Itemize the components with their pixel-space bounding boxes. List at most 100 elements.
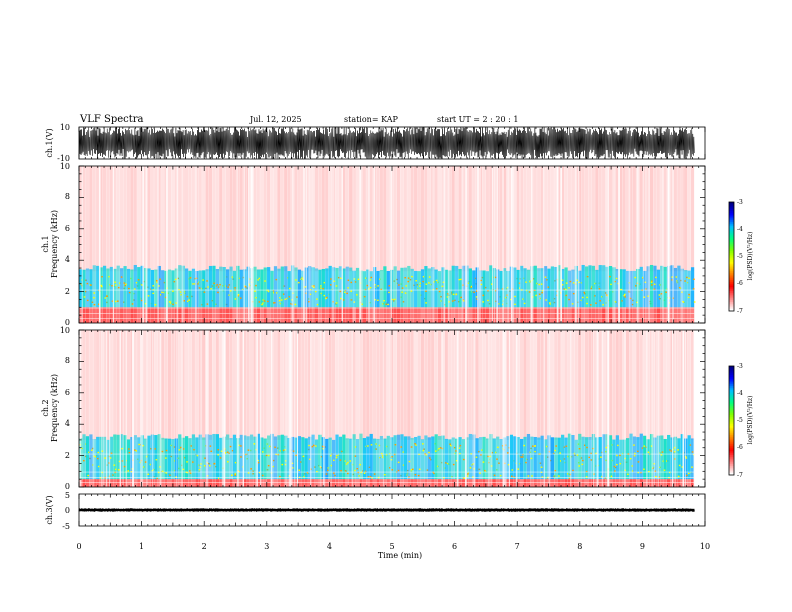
spec-column-low <box>267 307 271 323</box>
spec-column-upper <box>520 330 524 440</box>
spec-peak-speckle <box>651 284 653 286</box>
spec-column-upper <box>376 330 380 440</box>
spec-peak-speckle <box>97 465 100 468</box>
spec-column-upper <box>543 166 548 272</box>
spec-peak-speckle <box>484 469 486 472</box>
spec-peak-speckle <box>117 469 120 471</box>
xtick-label-6: 6 <box>452 542 457 551</box>
spec-column-band <box>362 271 366 308</box>
spec-column-low <box>133 479 137 487</box>
spec-peak-speckle <box>624 457 627 460</box>
spec-column-upper <box>649 330 653 440</box>
spec-streak-gap <box>432 166 434 323</box>
spec-column-low <box>232 307 237 323</box>
spec-peak-speckle <box>100 284 103 287</box>
spec-column-upper <box>195 166 199 272</box>
spec-peak-speckle <box>156 281 158 283</box>
spec-column-band <box>106 268 110 308</box>
spec-peak-speckle <box>417 474 420 477</box>
spec-column-band <box>120 434 124 480</box>
spec-column-low <box>403 479 408 487</box>
spec-peak-speckle <box>279 302 282 305</box>
spec-column-low <box>444 479 449 487</box>
spec-column-upper <box>619 166 623 272</box>
spec-peak-speckle <box>195 277 198 279</box>
spec-column-upper <box>178 330 182 440</box>
spec-column-low <box>174 307 178 323</box>
spec-peak-speckle <box>682 300 684 303</box>
spec-peak-speckle <box>675 276 678 278</box>
spec-peak-speckle <box>344 460 347 462</box>
spec-column-upper <box>215 330 219 440</box>
spec-peak-speckle <box>340 469 342 472</box>
spec-peak-speckle <box>422 280 424 283</box>
spec-column-upper <box>236 166 240 272</box>
spec-peak-speckle <box>106 295 108 297</box>
spec-column-band <box>376 270 380 308</box>
spec-column-band <box>513 267 517 308</box>
spec-column-low <box>458 479 462 487</box>
spec-peak-speckle <box>117 300 119 302</box>
spec-column-low <box>489 479 493 487</box>
spec-streak-gap <box>472 330 475 487</box>
spec-streak-gap <box>288 330 290 487</box>
spec-peak-speckle <box>473 468 475 470</box>
ch2-spec-ytick-4: 4 <box>65 419 70 428</box>
spec-column-band <box>427 268 431 308</box>
spec-peak-speckle <box>316 298 318 300</box>
spec-column-low <box>102 479 107 487</box>
spec-peak-speckle <box>169 301 172 303</box>
spec-peak-speckle <box>245 453 247 456</box>
spec-column-band <box>335 267 339 308</box>
spec-column-low <box>287 307 291 323</box>
spec-column-low <box>85 479 90 487</box>
spec-peak-speckle <box>120 276 123 278</box>
spec-peak-speckle <box>459 452 461 455</box>
spec-peak-speckle <box>275 453 277 456</box>
spec-column-low <box>485 307 490 323</box>
spec-peak-speckle <box>419 285 421 287</box>
spec-column-band <box>451 265 455 308</box>
spec-peak-speckle <box>313 286 315 289</box>
spec-streak-gap <box>596 330 599 487</box>
spec-column-band <box>256 433 261 480</box>
spec-column-band <box>208 434 213 480</box>
spec-column-upper <box>123 166 127 272</box>
colorbar-segment <box>729 265 734 268</box>
spec-column-upper <box>502 166 506 272</box>
spec-column-low <box>314 307 319 323</box>
spec-column-low <box>178 479 182 487</box>
spec-column-upper <box>184 166 189 272</box>
spec-streak-gap <box>119 330 121 487</box>
spec-column-band <box>550 266 555 308</box>
spec-column-upper <box>461 166 465 272</box>
spec-column-low <box>154 307 158 323</box>
spec-column-low <box>619 479 623 487</box>
spec-peak-speckle <box>514 303 516 306</box>
spec-column-low <box>126 479 131 487</box>
colorbar-segment <box>729 243 734 246</box>
spec-peak-speckle <box>643 296 646 298</box>
spec-column-low <box>137 479 141 487</box>
spec-column-band <box>277 435 281 480</box>
spec-peak-speckle <box>415 280 417 282</box>
spec-column-band <box>79 269 83 308</box>
spec-column-upper <box>605 166 609 272</box>
spec-column-upper <box>451 330 455 440</box>
colorbar-segment <box>729 269 734 272</box>
ch3-waveform-ylabel: ch.3(V) <box>45 495 54 524</box>
spec-peak-speckle <box>565 288 567 291</box>
spec-peak-speckle <box>534 450 536 453</box>
spec-peak-speckle <box>522 456 524 458</box>
spec-column-low <box>680 479 684 487</box>
spec-column-upper <box>400 330 404 440</box>
spec-peak-speckle <box>344 291 346 294</box>
colorbar-segment <box>729 451 734 454</box>
spec-column-upper <box>130 330 134 440</box>
spec-peak-speckle <box>616 454 618 457</box>
spec-column-band <box>581 436 585 480</box>
spec-column-band <box>520 265 524 308</box>
spec-streak-gap <box>101 330 102 487</box>
spec-column-band <box>239 269 243 308</box>
spec-column-low <box>379 479 384 487</box>
